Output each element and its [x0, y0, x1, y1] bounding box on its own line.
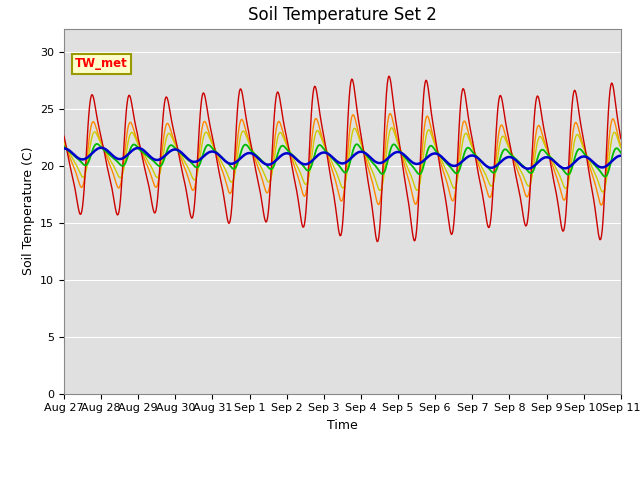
Y-axis label: Soil Temperature (C): Soil Temperature (C): [22, 147, 35, 276]
Title: Soil Temperature Set 2: Soil Temperature Set 2: [248, 6, 437, 24]
X-axis label: Time: Time: [327, 419, 358, 432]
Legend: SoilT2_02, SoilT2_04, SoilT2_08, SoilT2_16, SoilT2_32: SoilT2_02, SoilT2_04, SoilT2_08, SoilT2_…: [109, 475, 576, 480]
Text: TW_met: TW_met: [75, 57, 128, 70]
